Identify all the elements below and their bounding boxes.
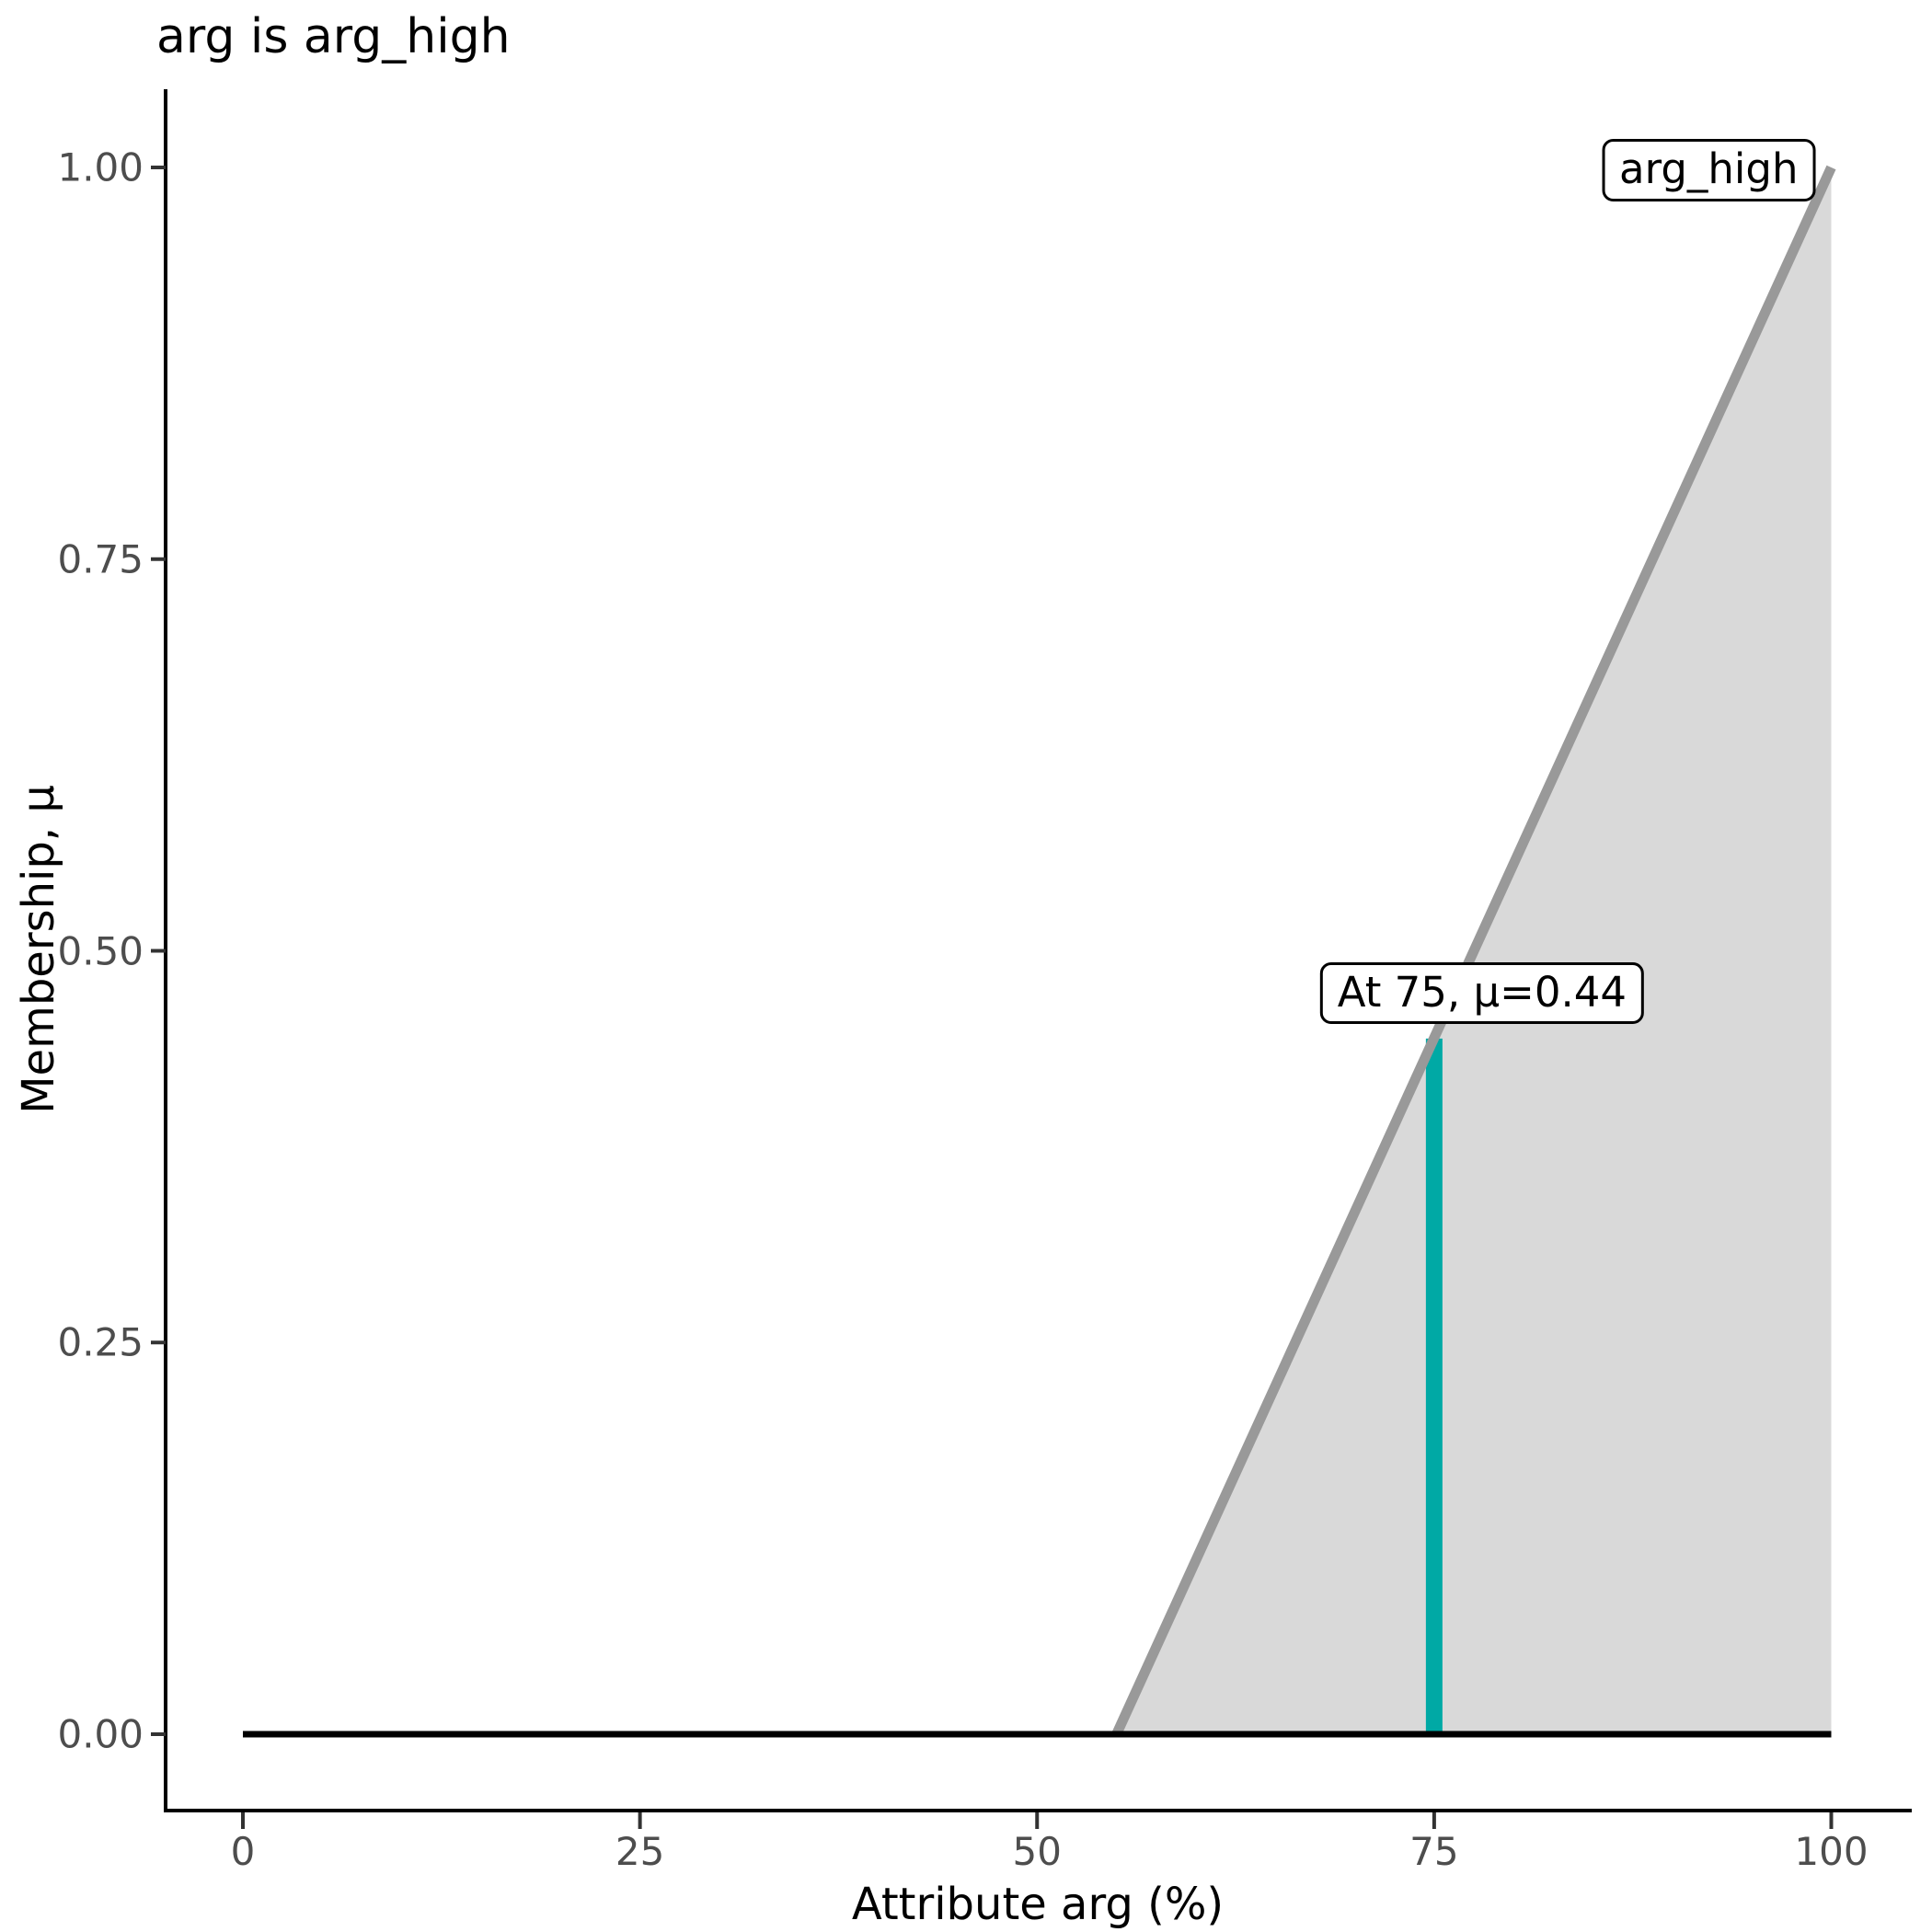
x-tick-label: 100 xyxy=(1794,1829,1869,1874)
x-tick-label: 75 xyxy=(1409,1829,1459,1874)
membership-line xyxy=(1111,165,1836,1737)
y-tick-label: 0.75 xyxy=(57,536,144,582)
y-tick-label: 0.50 xyxy=(57,928,144,973)
chart-title: arg is arg_high xyxy=(156,9,511,64)
x-tick-label: 50 xyxy=(1012,1829,1062,1874)
x-tick-label: 0 xyxy=(230,1829,256,1874)
x-axis-label: Attribute arg (%) xyxy=(851,1879,1225,1930)
y-axis-label: Membership, μ xyxy=(13,785,64,1114)
x-tick-label: 25 xyxy=(615,1829,665,1874)
y-tick-label: 0.00 xyxy=(57,1711,144,1757)
y-tick-label: 1.00 xyxy=(57,144,144,190)
y-tick-label: 0.25 xyxy=(57,1319,144,1365)
set-name-annotation: arg_high xyxy=(1602,139,1816,201)
marker-annotation: At 75, μ=0.44 xyxy=(1319,961,1645,1025)
